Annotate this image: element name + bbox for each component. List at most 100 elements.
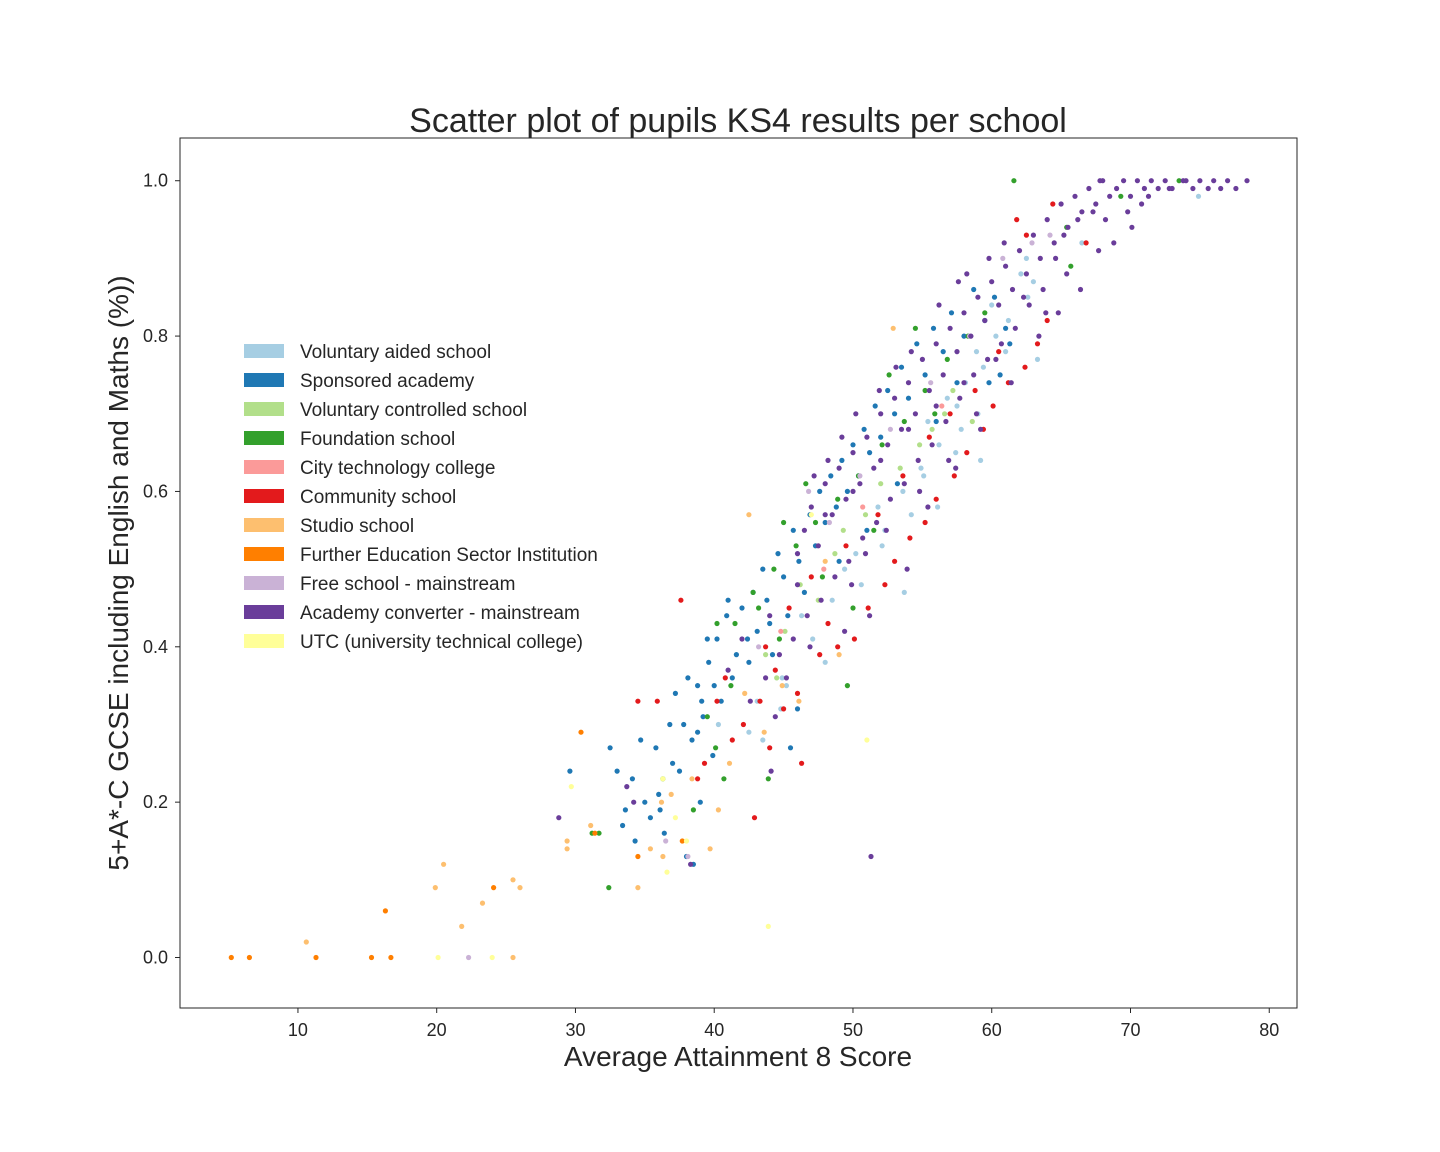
data-point bbox=[954, 403, 960, 409]
data-point bbox=[725, 667, 731, 673]
data-point bbox=[510, 954, 516, 961]
data-point bbox=[765, 923, 771, 930]
data-point bbox=[901, 418, 907, 425]
data-point bbox=[1097, 178, 1103, 184]
data-point bbox=[679, 838, 685, 844]
data-point bbox=[733, 652, 740, 658]
data-point bbox=[683, 838, 690, 844]
data-point bbox=[867, 450, 873, 456]
data-point bbox=[807, 644, 813, 650]
data-point bbox=[853, 411, 859, 417]
legend-label: Voluntary controlled school bbox=[300, 400, 527, 421]
data-point bbox=[685, 853, 691, 860]
data-point bbox=[794, 582, 801, 588]
data-point bbox=[796, 558, 802, 564]
data-point bbox=[660, 853, 666, 860]
data-point bbox=[1023, 232, 1029, 238]
data-point bbox=[635, 853, 641, 860]
data-point bbox=[883, 527, 889, 533]
data-point bbox=[1244, 178, 1250, 184]
data-point bbox=[786, 605, 792, 611]
data-point bbox=[808, 512, 814, 518]
x-tick-label: 80 bbox=[1259, 1020, 1279, 1040]
data-point bbox=[1068, 263, 1074, 269]
data-point bbox=[887, 426, 894, 432]
data-point bbox=[961, 333, 967, 339]
data-point bbox=[822, 519, 828, 526]
data-point bbox=[678, 597, 684, 603]
data-point bbox=[843, 543, 849, 549]
data-point bbox=[799, 760, 805, 766]
data-point bbox=[998, 341, 1005, 347]
data-point bbox=[729, 737, 735, 743]
data-point bbox=[887, 496, 894, 502]
data-point bbox=[940, 372, 946, 378]
data-point bbox=[860, 504, 866, 510]
plot-area bbox=[179, 137, 1298, 1009]
data-point bbox=[757, 698, 763, 704]
data-point bbox=[842, 628, 848, 634]
data-point bbox=[801, 527, 808, 533]
data-point bbox=[825, 620, 831, 627]
data-point bbox=[714, 636, 720, 642]
data-point bbox=[939, 403, 945, 409]
data-point bbox=[368, 954, 375, 961]
data-point bbox=[1030, 279, 1036, 285]
data-point bbox=[922, 519, 928, 526]
data-point bbox=[1047, 232, 1053, 238]
data-point bbox=[850, 605, 856, 611]
data-point bbox=[919, 356, 926, 362]
data-point bbox=[978, 426, 984, 432]
data-point bbox=[725, 597, 731, 603]
data-point bbox=[714, 620, 720, 627]
data-point bbox=[876, 387, 882, 394]
data-point bbox=[564, 846, 570, 852]
data-point bbox=[912, 325, 919, 331]
x-axis-label: Average Attainment 8 Score bbox=[564, 1041, 912, 1072]
data-point bbox=[996, 349, 1002, 355]
data-point bbox=[917, 442, 923, 448]
data-point bbox=[1003, 349, 1009, 355]
data-point bbox=[707, 846, 713, 852]
data-point bbox=[313, 954, 319, 961]
data-point bbox=[746, 512, 752, 518]
legend-label: Sponsored academy bbox=[300, 371, 475, 392]
data-point bbox=[704, 714, 710, 720]
data-point bbox=[878, 411, 884, 417]
data-point bbox=[1141, 185, 1147, 192]
data-point bbox=[779, 675, 785, 681]
data-point bbox=[781, 706, 787, 712]
data-point bbox=[942, 411, 948, 417]
data-point bbox=[793, 543, 799, 549]
data-point bbox=[1129, 224, 1135, 230]
data-point bbox=[898, 364, 905, 370]
data-point bbox=[864, 527, 870, 533]
data-point bbox=[783, 683, 790, 689]
data-point bbox=[917, 488, 923, 494]
data-point bbox=[1190, 185, 1196, 192]
data-point bbox=[926, 387, 932, 394]
data-point bbox=[915, 457, 921, 463]
data-point bbox=[750, 589, 756, 596]
data-point bbox=[781, 519, 787, 526]
data-point bbox=[756, 605, 762, 611]
data-point bbox=[836, 652, 842, 658]
data-point bbox=[715, 721, 722, 728]
data-point bbox=[1007, 341, 1013, 347]
data-point bbox=[886, 372, 892, 378]
data-point bbox=[973, 349, 980, 355]
data-point bbox=[842, 566, 848, 572]
data-point bbox=[688, 861, 694, 867]
data-point bbox=[874, 519, 880, 526]
data-point bbox=[929, 426, 935, 432]
data-point bbox=[954, 380, 960, 386]
legend-label: Academy converter - mainstream bbox=[300, 603, 580, 624]
data-point bbox=[747, 698, 753, 704]
data-point bbox=[564, 838, 570, 844]
data-point bbox=[928, 380, 934, 386]
data-point bbox=[1121, 178, 1127, 184]
data-point bbox=[776, 636, 783, 642]
data-point bbox=[742, 690, 748, 697]
data-point bbox=[606, 885, 612, 891]
data-point bbox=[704, 636, 710, 642]
